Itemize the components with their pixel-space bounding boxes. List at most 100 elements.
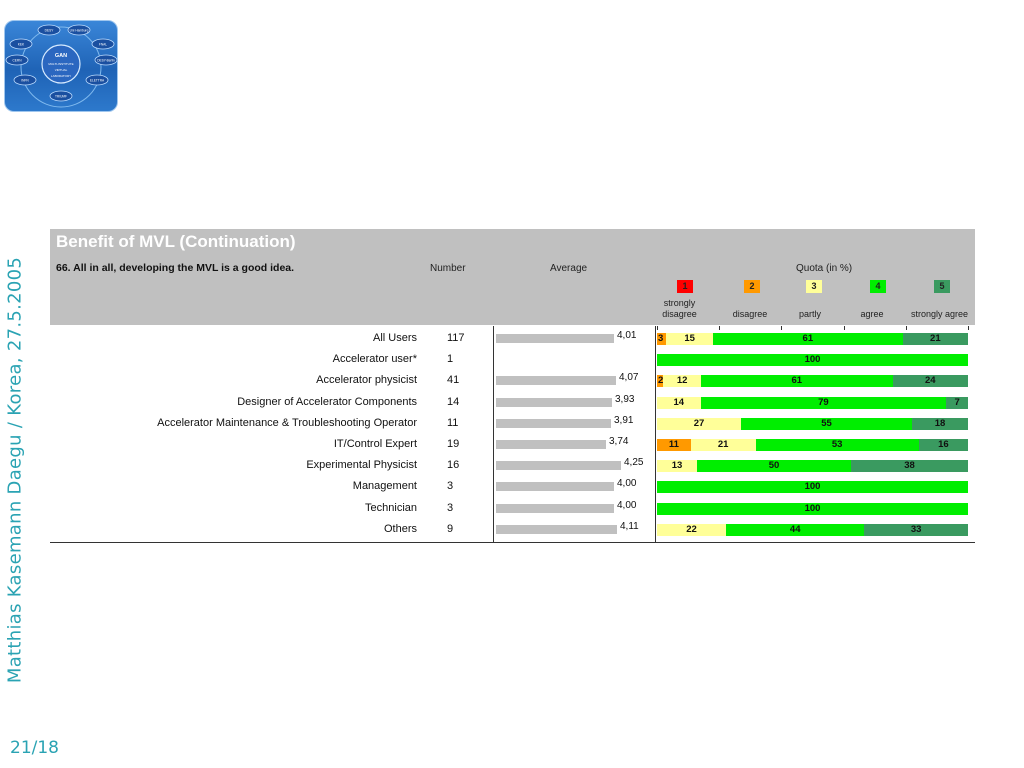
average-value: 4,11 bbox=[620, 520, 639, 532]
table-row: Management 3 4,00 100 bbox=[50, 476, 975, 497]
table-row: IT/Control Expert 19 3,74 11 21 53 16 bbox=[50, 434, 975, 455]
row-number: 3 bbox=[447, 501, 454, 514]
page-number: 21/18 bbox=[10, 738, 59, 758]
average-bar bbox=[496, 503, 614, 513]
quota-axis-tick bbox=[843, 326, 845, 330]
average-bar bbox=[496, 376, 616, 386]
quota-axis-tick bbox=[781, 326, 783, 330]
table-row: Others 9 4,11 22 44 33 bbox=[50, 519, 975, 540]
average-bar bbox=[496, 397, 612, 407]
row-label: Experimental Physicist bbox=[306, 459, 417, 472]
logo-center-text: VIRTUAL bbox=[55, 68, 68, 72]
logo-satellite-label: TRIUMF bbox=[55, 95, 67, 99]
quota-distribution-bar: 3 15 61 21 bbox=[657, 333, 968, 345]
quota-segment-3: 12 bbox=[663, 375, 701, 388]
quota-segment-3: 14 bbox=[657, 396, 701, 409]
quota-distribution-bar: 13 50 38 bbox=[657, 460, 968, 473]
quota-segment-5: 24 bbox=[892, 375, 968, 388]
quota-axis-tick bbox=[657, 326, 658, 330]
row-label: Management bbox=[352, 480, 417, 493]
logo-satellite-node bbox=[37, 24, 61, 36]
logo-satellite-label: Uni Hamburg bbox=[70, 29, 89, 33]
row-label: Others bbox=[383, 522, 417, 535]
logo-graphic: DESY Uni Hamburg KEK FNAL CERN DESY-Berlin INF… bbox=[5, 24, 117, 108]
logo-satellite-label: DESY-Berlin bbox=[97, 59, 115, 63]
logo-satellite-label: CERN bbox=[12, 59, 22, 63]
quota-segment-3: 15 bbox=[666, 333, 713, 345]
average-column-header: Average bbox=[550, 263, 588, 274]
logo-satellite-node bbox=[94, 54, 117, 66]
quota-segment-4: 100 bbox=[657, 481, 968, 494]
quota-segment-4: 53 bbox=[755, 439, 919, 451]
logo-satellite-label: KEK bbox=[18, 43, 25, 47]
scale-label-4: agree bbox=[860, 309, 884, 319]
quota-axis-line bbox=[655, 326, 656, 542]
row-label: Accelerator user* bbox=[332, 353, 417, 366]
quota-axis-tick bbox=[719, 326, 721, 330]
average-axis-line bbox=[493, 326, 494, 542]
quota-segment-4: 50 bbox=[697, 460, 851, 473]
average-value: 3,93 bbox=[615, 393, 635, 405]
table-row: Designer of Accelerator Components 14 3,93… bbox=[50, 392, 975, 413]
logo: DESY Uni Hamburg KEK FNAL CERN DESY-Berlin INF… bbox=[4, 20, 118, 112]
author-date-text: Matthias Kasemann Daegu / Korea, 27.5.20… bbox=[4, 256, 26, 684]
quota-segment-5: 16 bbox=[918, 439, 968, 451]
quota-segment-4: 100 bbox=[657, 354, 968, 367]
quota-segment-3: 22 bbox=[657, 523, 727, 536]
logo-satellite-node bbox=[9, 38, 33, 50]
average-value: 4,07 bbox=[619, 372, 639, 384]
quota-distribution-bar: 22 44 33 bbox=[657, 523, 968, 536]
row-number: 14 bbox=[447, 395, 460, 408]
quota-distribution-bar: 100 bbox=[657, 481, 968, 494]
quota-segment-3: 27 bbox=[657, 417, 741, 430]
average-value: 4,25 bbox=[624, 457, 644, 469]
scale-color-box-4: 4 bbox=[870, 280, 886, 293]
chart-title: Benefit of MVL (Continuation) bbox=[56, 232, 296, 251]
table-body: All Users 117 4,01 3 15 61 21 Accelerator user*… bbox=[50, 326, 975, 543]
quota-distribution-bar: 100 bbox=[657, 354, 968, 367]
table-row: All Users 117 4,01 3 15 61 21 bbox=[50, 328, 975, 349]
quota-segment-2: 11 bbox=[657, 439, 691, 451]
quota-column-header: Quota (in %) bbox=[796, 263, 853, 274]
quota-distribution-bar: 100 bbox=[657, 502, 968, 515]
row-label: All Users bbox=[372, 332, 417, 344]
row-label: Designer of Accelerator Components bbox=[237, 395, 417, 408]
quota-segment-4: 79 bbox=[700, 396, 947, 409]
quota-distribution-bar: 11 21 53 16 bbox=[657, 439, 968, 451]
average-bar bbox=[496, 461, 621, 471]
average-bar bbox=[496, 418, 611, 428]
logo-satellite-label: FNAL bbox=[99, 43, 107, 47]
row-number: 11 bbox=[447, 416, 459, 429]
quota-segment-4: 61 bbox=[700, 375, 893, 388]
table-header: Benefit of MVL (Continuation) 66. All in… bbox=[50, 229, 975, 325]
quota-distribution-bar: 27 55 18 bbox=[657, 417, 968, 430]
survey-table: Benefit of MVL (Continuation) 66. All in… bbox=[50, 229, 975, 543]
row-number: 16 bbox=[447, 459, 460, 472]
row-label: IT/Control Expert bbox=[333, 438, 417, 450]
logo-center-text: MULTI-INSTITUTE bbox=[48, 62, 73, 66]
quota-segment-2: 3 bbox=[657, 333, 668, 345]
logo-satellite-node bbox=[49, 90, 73, 102]
quota-segment-5: 33 bbox=[864, 523, 968, 536]
scale-label-2: disagree bbox=[732, 309, 768, 319]
logo-center-text: GAN bbox=[55, 53, 67, 59]
scale-color-box-2: 2 bbox=[744, 280, 760, 293]
row-number: 3 bbox=[447, 480, 454, 493]
quota-segment-3: 13 bbox=[657, 460, 698, 473]
average-value: 3,74 bbox=[609, 436, 629, 447]
quota-segment-4: 61 bbox=[712, 333, 903, 345]
logo-satellite-node bbox=[67, 24, 91, 36]
quota-segment-5: 7 bbox=[946, 396, 968, 409]
table-row: Accelerator physicist 41 4,07 2 12 61 24 bbox=[50, 370, 975, 391]
logo-satellite-label: INFN bbox=[21, 79, 29, 83]
logo-satellite-node bbox=[85, 74, 109, 86]
row-label: Technician bbox=[365, 501, 417, 514]
quota-segment-2: 2 bbox=[657, 375, 665, 388]
logo-satellite-node bbox=[91, 38, 115, 50]
average-value: 3,91 bbox=[614, 414, 634, 426]
row-label: Accelerator physicist bbox=[316, 374, 417, 387]
average-bar bbox=[496, 524, 617, 534]
logo-center-text: LABORATORY bbox=[51, 74, 71, 78]
table-row: Accelerator user* 1 100 bbox=[50, 349, 975, 370]
logo-satellite-node bbox=[13, 74, 37, 86]
